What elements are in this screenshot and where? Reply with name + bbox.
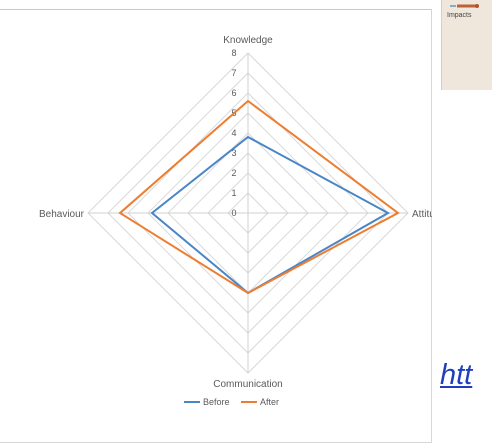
chart-legend: Before After [184, 397, 279, 407]
radar-series [118, 99, 400, 295]
legend-label-after: After [260, 397, 279, 407]
thumbnail-label: Impacts [447, 12, 472, 19]
chart-frame [0, 9, 432, 443]
tick-label: 0 [231, 208, 236, 218]
axis-label-communication: Communication [213, 379, 282, 390]
thumbnail-graphic [450, 4, 479, 8]
series-line-after [118, 99, 400, 295]
tick-label: 2 [231, 168, 236, 178]
radar-axis-labels: Knowledge Attitude Communication Behaviour [39, 35, 432, 390]
axis-label-knowledge: Knowledge [223, 35, 273, 46]
top-divider [0, 9, 432, 10]
tick-label: 7 [231, 68, 236, 78]
tick-label: 4 [231, 128, 236, 138]
legend-label-before: Before [203, 397, 230, 407]
hyperlink[interactable]: htt [440, 359, 473, 391]
impacts-thumbnail[interactable]: Impacts [441, 0, 492, 90]
tick-label: 1 [231, 188, 236, 198]
series-line-before [150, 135, 391, 295]
axis-label-attitude: Attitude [412, 209, 432, 220]
tick-label: 3 [231, 148, 236, 158]
axis-label-behaviour: Behaviour [39, 209, 85, 220]
tick-label: 6 [231, 88, 236, 98]
tick-label: 8 [231, 48, 236, 58]
